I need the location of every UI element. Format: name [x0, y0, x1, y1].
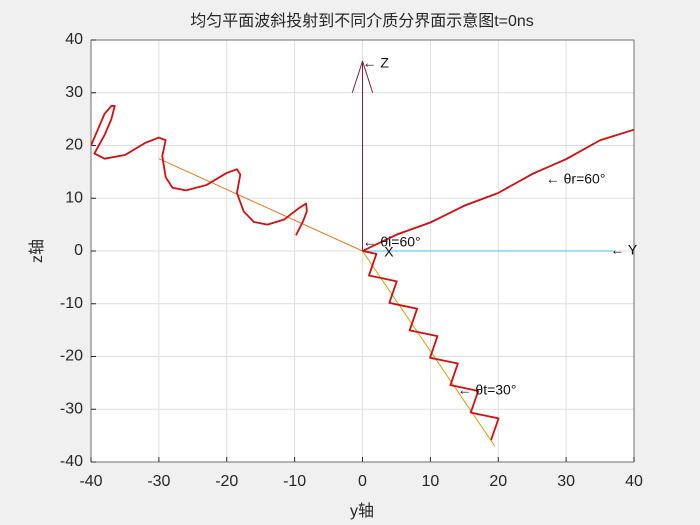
annotation: ← θi=60° — [363, 233, 421, 249]
annotation: ← Y — [610, 242, 638, 258]
y-tick-label: 20 — [65, 137, 83, 154]
axes-box — [90, 39, 635, 463]
annotation: ← Z — [363, 54, 390, 70]
x-tick-label: 40 — [625, 473, 643, 490]
curve — [158, 158, 363, 252]
y-tick-label: -30 — [60, 400, 83, 417]
x-tick-label: 0 — [358, 473, 367, 490]
curve — [362, 128, 634, 252]
annotation: ← θr=60° — [546, 170, 606, 186]
curve — [351, 60, 374, 93]
x-tick-label: 10 — [421, 473, 439, 490]
y-tick-label: 30 — [65, 84, 83, 101]
x-tick-label: -10 — [283, 473, 306, 490]
plot-clip — [91, 60, 634, 447]
annotation: ← θt=30° — [458, 381, 517, 397]
y-tick-label: 0 — [74, 242, 83, 259]
annotation: X — [384, 243, 394, 259]
x-tick-label: 30 — [557, 473, 575, 490]
y-tick-label: -10 — [60, 295, 83, 312]
x-tick-label: 20 — [489, 473, 507, 490]
y-tick-label: -20 — [60, 348, 83, 365]
curve — [362, 250, 500, 441]
y-tick-label: 40 — [65, 31, 83, 48]
chart-title: 均匀平面波斜投射到不同介质分界面示意图t=0ns — [190, 11, 534, 30]
y-tick-label: -40 — [60, 453, 83, 470]
curve — [91, 105, 308, 236]
y-tick-label: 10 — [65, 189, 83, 206]
y-axis-label: z轴 — [28, 239, 46, 263]
x-axis-label: y轴 — [350, 502, 374, 520]
x-tick-label: -40 — [79, 473, 102, 490]
x-tick-label: -20 — [215, 473, 238, 490]
x-tick-label: -30 — [147, 473, 170, 490]
